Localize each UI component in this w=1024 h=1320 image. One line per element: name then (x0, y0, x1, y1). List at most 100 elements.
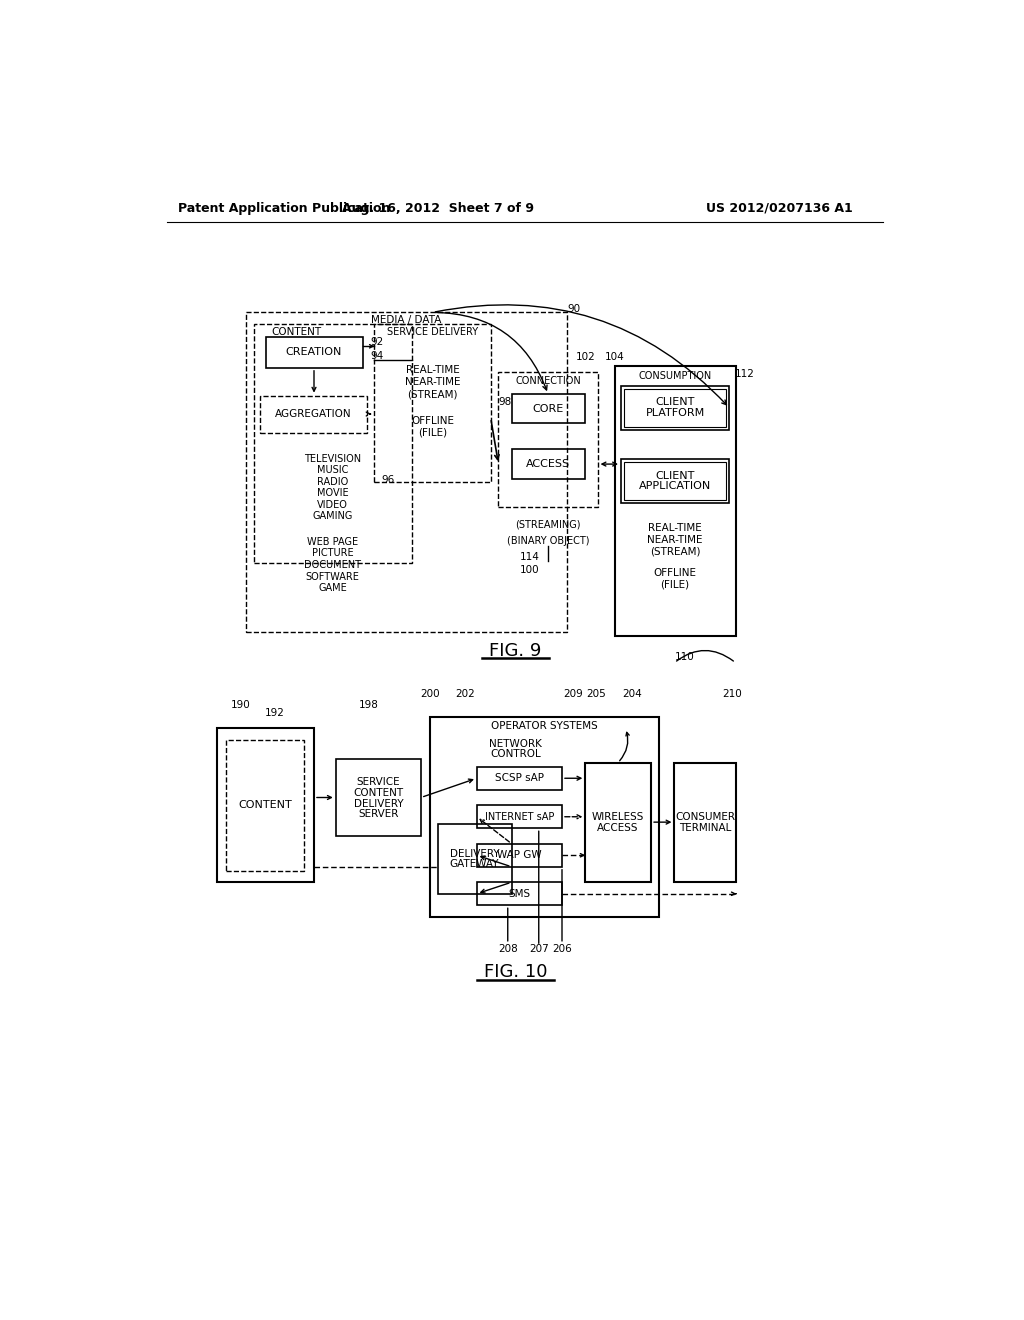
Text: OFFLINE: OFFLINE (411, 416, 454, 426)
Text: SCSP sAP: SCSP sAP (495, 774, 544, 783)
Text: Aug. 16, 2012  Sheet 7 of 9: Aug. 16, 2012 Sheet 7 of 9 (342, 202, 534, 215)
Text: TELEVISION: TELEVISION (304, 454, 361, 463)
Bar (375, 323, 490, 482)
Text: 96: 96 (382, 475, 395, 486)
Text: OPERATOR SYSTEMS: OPERATOR SYSTEMS (490, 721, 598, 731)
Text: MEDIA / DATA: MEDIA / DATA (371, 315, 441, 325)
Text: SERVER: SERVER (358, 809, 398, 820)
Text: 208: 208 (498, 944, 517, 954)
Text: US 2012/0207136 A1: US 2012/0207136 A1 (706, 202, 852, 215)
Text: CLIENT: CLIENT (655, 397, 695, 408)
Text: INTERNET sAP: INTERNET sAP (484, 812, 554, 822)
Bar (266, 337, 362, 368)
Bar (499, 372, 598, 507)
Bar (621, 459, 729, 503)
Bar (614, 367, 735, 636)
Text: REAL-TIME: REAL-TIME (648, 523, 702, 533)
Text: 206: 206 (552, 944, 571, 954)
Bar (512, 395, 586, 424)
Text: (BINARY OBJECT): (BINARY OBJECT) (507, 536, 589, 546)
Bar (438, 825, 512, 894)
Text: REAL-TIME: REAL-TIME (406, 366, 460, 375)
Text: (STREAM): (STREAM) (650, 546, 700, 556)
Text: 110: 110 (675, 652, 694, 663)
Bar (477, 805, 562, 829)
Text: CONNECTION: CONNECTION (515, 376, 581, 385)
Text: ACCESS: ACCESS (597, 822, 639, 833)
Bar (254, 323, 413, 562)
Text: 104: 104 (605, 352, 625, 362)
Text: PLATFORM: PLATFORM (645, 408, 705, 418)
Text: GATEWAY: GATEWAY (450, 859, 499, 870)
Bar (477, 843, 562, 867)
Text: 92: 92 (370, 337, 383, 347)
Text: CONTENT: CONTENT (271, 326, 322, 337)
Text: 204: 204 (622, 689, 642, 698)
Text: CONTROL: CONTROL (490, 750, 541, 759)
Bar (477, 767, 562, 789)
Text: ACCESS: ACCESS (526, 459, 570, 469)
Bar (624, 388, 726, 428)
Text: NEAR-TIME: NEAR-TIME (404, 378, 461, 388)
Text: WIRELESS: WIRELESS (592, 812, 644, 822)
Text: TERMINAL: TERMINAL (679, 822, 731, 833)
Text: DOCUMENT: DOCUMENT (304, 560, 361, 570)
Bar (246, 313, 567, 632)
Text: (FILE): (FILE) (660, 579, 690, 589)
Text: AGGREGATION: AGGREGATION (274, 409, 351, 418)
Text: SOFTWARE: SOFTWARE (305, 572, 359, 582)
Bar (226, 739, 304, 871)
Bar (621, 385, 729, 430)
Text: WAP GW: WAP GW (497, 850, 542, 861)
Text: CONSUMPTION: CONSUMPTION (639, 371, 712, 380)
Text: 90: 90 (567, 304, 581, 314)
Bar (217, 729, 314, 882)
Text: 190: 190 (230, 700, 250, 710)
Text: CONTENT: CONTENT (353, 788, 403, 797)
Text: 98: 98 (498, 397, 511, 408)
Text: 114: 114 (519, 552, 540, 562)
Text: VIDEO: VIDEO (317, 500, 348, 510)
Text: OFFLINE: OFFLINE (653, 568, 696, 578)
Bar (586, 763, 651, 882)
Text: MOVIE: MOVIE (316, 488, 348, 499)
Text: (FILE): (FILE) (418, 428, 447, 437)
Text: 94: 94 (370, 351, 383, 360)
Text: 207: 207 (528, 944, 549, 954)
Text: MUSIC: MUSIC (316, 465, 348, 475)
Text: 112: 112 (735, 370, 755, 379)
Text: 210: 210 (723, 689, 742, 698)
Text: 102: 102 (575, 352, 595, 362)
Text: NETWORK: NETWORK (489, 739, 542, 748)
Text: (STREAM): (STREAM) (408, 389, 458, 400)
Bar (430, 717, 658, 917)
Text: CORE: CORE (532, 404, 563, 413)
Text: 198: 198 (358, 700, 378, 710)
Text: SMS: SMS (508, 888, 530, 899)
Text: GAME: GAME (318, 583, 347, 593)
Text: 192: 192 (265, 708, 286, 718)
Bar (336, 759, 421, 836)
Text: WEB PAGE: WEB PAGE (307, 537, 358, 546)
Text: RADIO: RADIO (317, 477, 348, 487)
Bar (624, 462, 726, 500)
Bar (260, 396, 367, 433)
Text: CREATION: CREATION (286, 347, 342, 358)
Bar (512, 449, 586, 479)
Text: DELIVERY: DELIVERY (450, 849, 500, 859)
Bar (477, 882, 562, 906)
Text: (STREAMING): (STREAMING) (515, 519, 581, 529)
Text: FIG. 9: FIG. 9 (489, 643, 542, 660)
Text: 200: 200 (421, 689, 440, 698)
Text: SERVICE DELIVERY: SERVICE DELIVERY (387, 327, 478, 338)
Bar (675, 763, 736, 882)
Text: CONTENT: CONTENT (239, 800, 292, 810)
Text: DELIVERY: DELIVERY (353, 799, 403, 809)
Text: PICTURE: PICTURE (311, 548, 353, 558)
Text: GAMING: GAMING (312, 511, 353, 521)
Text: CONSUMER: CONSUMER (676, 812, 735, 822)
Text: FIG. 10: FIG. 10 (483, 964, 547, 981)
Text: 100: 100 (519, 565, 540, 576)
Text: 202: 202 (456, 689, 475, 698)
Text: 205: 205 (586, 689, 606, 698)
